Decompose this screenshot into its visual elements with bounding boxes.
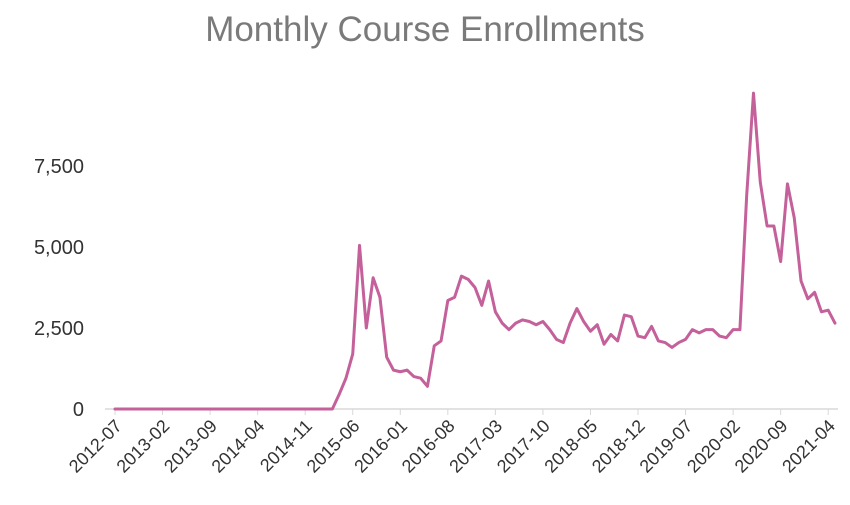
y-tick-label: 7,500 (34, 156, 84, 178)
chart-title: Monthly Course Enrollments (205, 10, 645, 49)
x-tick-label: 2014-04 (208, 416, 269, 477)
y-tick-label: 5,000 (34, 237, 84, 259)
y-tick-label: 2,500 (34, 318, 84, 340)
x-tick-label: 2021-04 (778, 416, 839, 477)
y-axis: 0 2,500 5,000 7,500 (34, 156, 84, 421)
y-tick-label: 0 (73, 399, 84, 421)
series-line (113, 91, 837, 411)
x-axis: 2012-072013-022013-092014-042014-112015-… (65, 409, 839, 477)
series-layer (113, 91, 837, 411)
